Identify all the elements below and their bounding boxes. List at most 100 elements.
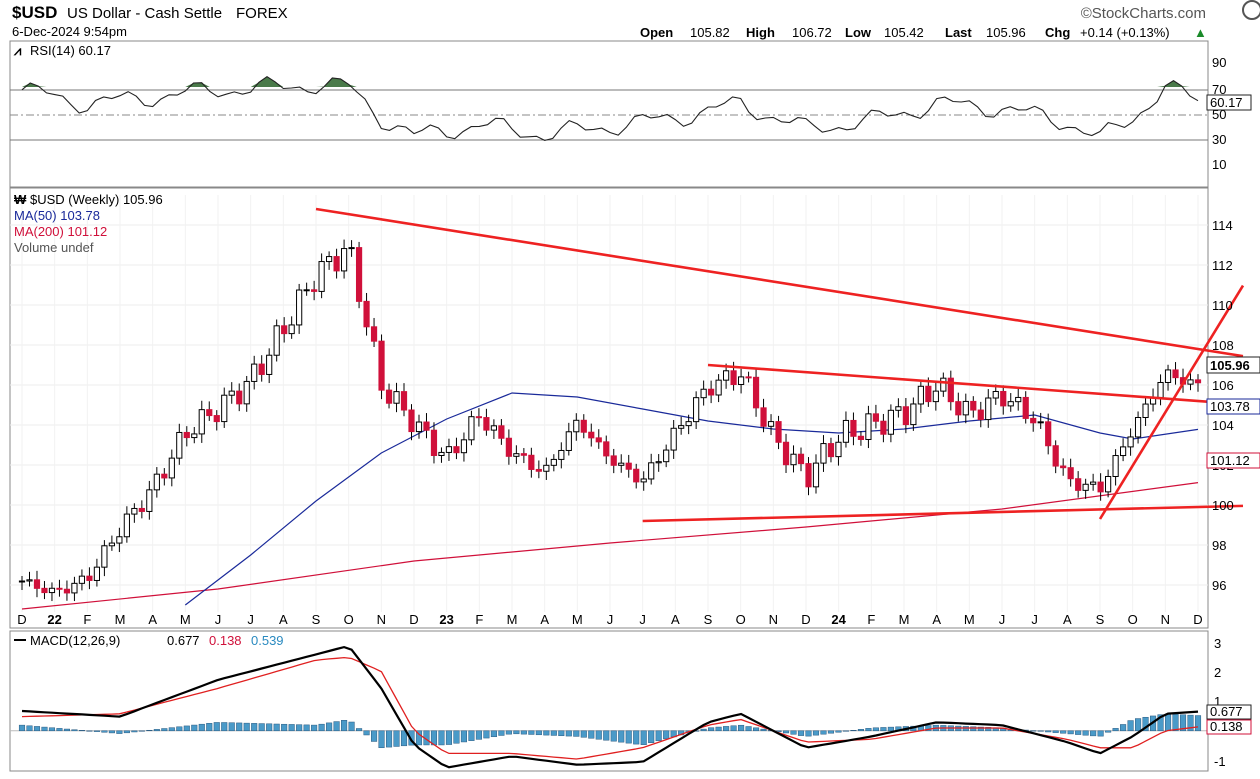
macd-badge: 0.677 — [1210, 704, 1243, 719]
x-tick-label: S — [1096, 612, 1105, 627]
ma50-legend: MA(50) 103.78 — [14, 208, 100, 223]
macd-badge-box — [1206, 704, 1252, 720]
hist-bar — [378, 730, 385, 749]
candle-body — [1060, 465, 1067, 469]
candle-body — [910, 403, 917, 426]
symbol: $USD — [12, 3, 57, 22]
ma50-badge-box — [1206, 398, 1260, 415]
trendlines — [315, 207, 1245, 523]
exchange: FOREX — [236, 5, 288, 22]
volume-legend: Volume undef — [14, 240, 94, 255]
hist-bar — [438, 730, 445, 746]
x-tick-label: O — [344, 612, 354, 627]
candle-body — [790, 453, 797, 466]
candle-body — [116, 536, 123, 544]
hist-bar — [1075, 730, 1082, 735]
macd-signal-line — [21, 656, 1199, 760]
hist-bar — [258, 723, 265, 732]
hist-bar — [1112, 728, 1119, 732]
candle-body — [947, 377, 954, 403]
macd-legend-signal: 0.138 — [209, 633, 242, 648]
x-tick-label: M — [964, 612, 975, 627]
x-tick-label: D — [1193, 612, 1202, 627]
last-value: 105.96 — [986, 25, 1026, 40]
candle-body — [1112, 455, 1119, 477]
y-tick-label: 114 — [1212, 218, 1233, 233]
candle-body — [153, 473, 160, 491]
candle-body — [18, 580, 26, 583]
candle-body — [176, 431, 183, 459]
hist-bar — [700, 728, 707, 732]
brand: ©StockCharts.com — [1081, 5, 1206, 22]
candle-body — [693, 397, 700, 423]
hist-bar — [1157, 714, 1164, 732]
hist-bar — [296, 724, 303, 732]
candle-body — [1090, 481, 1097, 485]
x-tick-label: 23 — [439, 612, 453, 627]
candle-body — [228, 390, 235, 396]
hist-bar — [176, 726, 183, 732]
high-label: High — [746, 25, 775, 40]
candle-body — [543, 464, 550, 472]
zoom-icon[interactable] — [1242, 0, 1260, 20]
signal-badge-box — [1206, 719, 1252, 735]
candle-body — [782, 441, 790, 466]
hist-bar — [603, 730, 610, 741]
hist-bar — [880, 727, 887, 732]
macd-legend-hist: 0.539 — [251, 633, 284, 648]
x-tick-label: J — [607, 612, 614, 627]
hist-bar — [543, 730, 550, 736]
x-tick-label: N — [1161, 612, 1170, 627]
candle-body — [1127, 436, 1134, 448]
hist-bar — [483, 730, 490, 739]
y-tick-label: 108 — [1212, 338, 1234, 353]
hist-bar — [820, 730, 827, 735]
last-badge: 105.96 — [1210, 358, 1250, 373]
candle-body — [880, 420, 887, 435]
x-tick-label: S — [704, 612, 713, 627]
candle-body — [1172, 369, 1179, 379]
candle-body — [408, 409, 415, 433]
macd-legend-name: MACD(12,26,9) — [30, 633, 120, 648]
candle-body — [78, 575, 86, 584]
candle-body — [33, 579, 41, 589]
candle-body — [603, 441, 610, 457]
candle-body — [86, 575, 93, 581]
hist-bar — [138, 730, 145, 732]
hist-bar — [730, 725, 737, 732]
candle-body — [970, 400, 977, 411]
rsi-legend: RSI(14) 60.17 — [30, 43, 111, 58]
y-tick-label: 98 — [1212, 538, 1226, 553]
candle-body — [221, 394, 228, 423]
hist-bar — [221, 722, 228, 732]
hist-bar — [850, 730, 857, 732]
x-tick-label: M — [115, 612, 126, 627]
hist-bar — [1120, 724, 1127, 732]
macd-panel: 3 2 1 -1 0.677 0.138 MACD(12,26,9) 0.677… — [9, 630, 1252, 772]
candle-body — [191, 433, 198, 439]
hist-bar — [63, 728, 70, 732]
candle-body — [378, 340, 385, 391]
candle-body — [1157, 381, 1164, 398]
candle-body — [1075, 478, 1082, 491]
hist-bar — [341, 720, 348, 732]
hist-bar — [723, 726, 730, 732]
hist-bar — [745, 726, 752, 732]
price-legend: $USD (Weekly) 105.96 — [30, 192, 163, 207]
candle-body — [670, 427, 677, 451]
candle-body — [1187, 379, 1194, 385]
candle-body — [1045, 421, 1052, 447]
hist-bar — [797, 730, 805, 736]
hist-bar — [475, 730, 482, 740]
hist-bar — [1172, 714, 1179, 732]
trendline — [707, 363, 1244, 406]
candle-body — [296, 289, 303, 326]
candle-body — [895, 406, 902, 411]
candle-body — [183, 431, 190, 439]
candle-body — [610, 455, 617, 466]
macd-frame — [9, 630, 1209, 772]
hist-bar — [708, 727, 715, 732]
x-tick-label: J — [1031, 612, 1038, 627]
hist-bar — [842, 730, 849, 732]
rsi-badge-box — [1206, 94, 1252, 111]
